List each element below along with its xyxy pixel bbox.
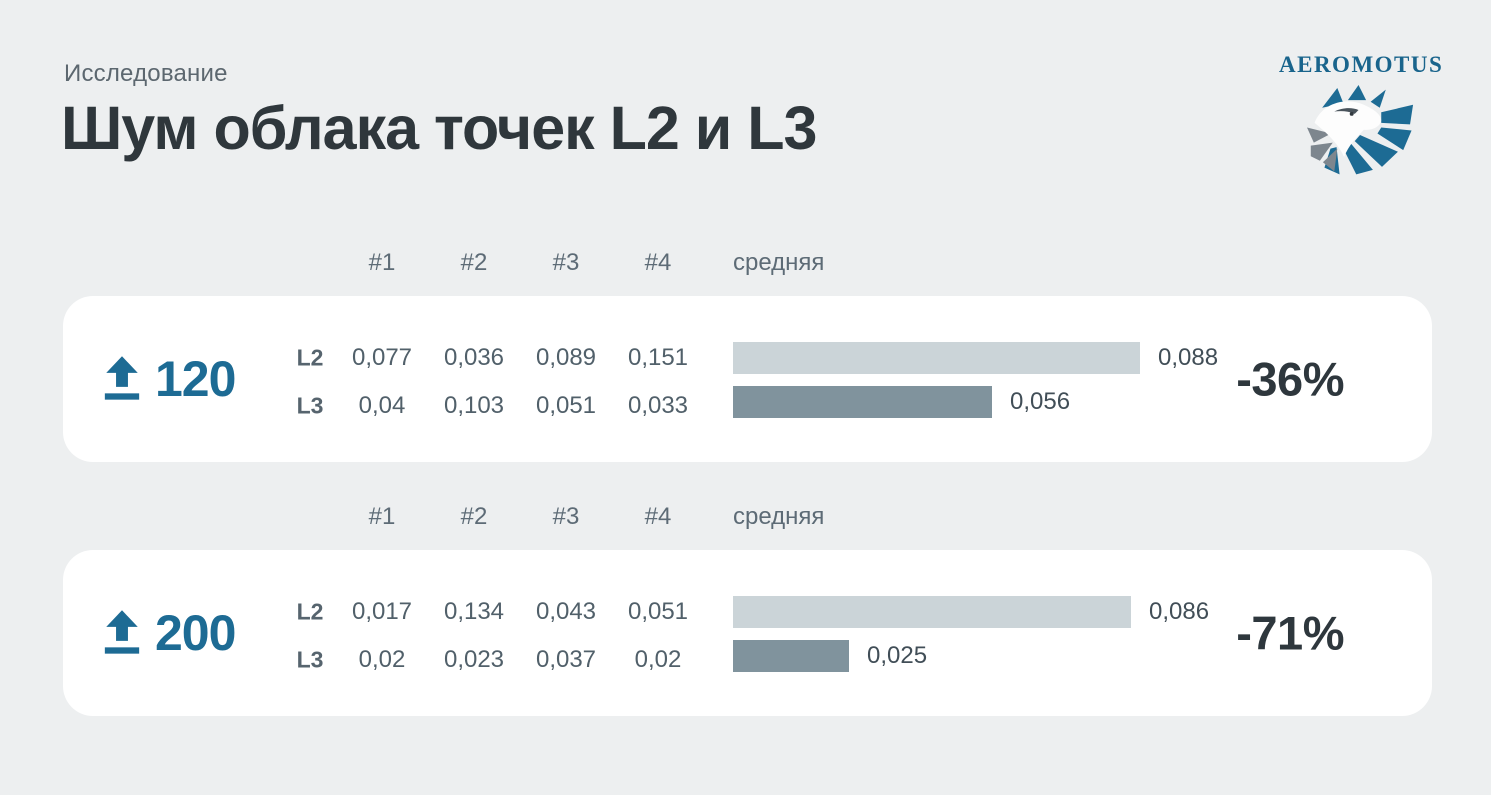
measurement-value: 0,051	[535, 392, 597, 419]
eagle-emblem-icon	[1307, 85, 1414, 175]
column-headers: #1 #2 #3 #4 средняя	[63, 249, 1432, 279]
average-bar-l3	[733, 386, 992, 418]
measurement-value: 0,043	[535, 598, 597, 625]
measurement-value: 0,103	[443, 392, 505, 419]
brand-logo: AEROMOTUS	[1279, 52, 1444, 187]
altitude-badge: 120	[101, 350, 236, 408]
data-card: 120 L2 0,077 0,036 0,089 0,151 0,088 L3 …	[63, 296, 1432, 462]
column-header: #2	[460, 503, 488, 530]
altitude-value: 200	[155, 605, 236, 661]
row-label-l2: L2	[296, 598, 324, 625]
altitude-value: 120	[155, 351, 236, 407]
delta-percent: -36%	[1236, 352, 1344, 406]
eyebrow-label: Исследование	[64, 60, 228, 87]
average-value-l3: 0,056	[1010, 388, 1071, 415]
column-header: #4	[644, 249, 672, 276]
average-value-l3: 0,025	[867, 642, 928, 669]
average-bar-l2	[733, 342, 1140, 374]
column-header: #3	[552, 249, 580, 276]
measurement-value: 0,037	[535, 646, 597, 673]
measurement-value: 0,051	[627, 598, 689, 625]
measurement-value: 0,151	[627, 344, 689, 371]
row-label-l3: L3	[296, 646, 324, 673]
measurement-value: 0,023	[443, 646, 505, 673]
measurement-value: 0,134	[443, 598, 505, 625]
column-header-average: средняя	[733, 503, 825, 530]
measurement-value: 0,04	[358, 392, 406, 419]
upload-arrow-icon	[104, 610, 140, 654]
column-header: #3	[552, 503, 580, 530]
measurement-value: 0,089	[535, 344, 597, 371]
average-bar-l3	[733, 640, 849, 672]
column-header-average: средняя	[733, 249, 825, 276]
average-value-l2: 0,086	[1149, 598, 1210, 625]
measurement-value: 0,077	[351, 344, 413, 371]
column-headers: #1 #2 #3 #4 средняя	[63, 503, 1432, 533]
page-title: Шум облака точек L2 и L3	[61, 94, 817, 162]
delta-percent: -71%	[1236, 606, 1344, 660]
row-label-l2: L2	[296, 344, 324, 371]
column-header: #2	[460, 249, 488, 276]
average-value-l2: 0,088	[1158, 344, 1219, 371]
average-bar-l2	[733, 596, 1131, 628]
measurement-value: 0,02	[358, 646, 406, 673]
measurement-block-200: #1 #2 #3 #4 средняя 200 L2 0,017 0,134 0…	[63, 499, 1432, 717]
row-label-l3: L3	[296, 392, 324, 419]
data-card: 200 L2 0,017 0,134 0,043 0,051 0,086 L3 …	[63, 550, 1432, 716]
measurement-block-120: #1 #2 #3 #4 средняя 120 L2 0,077 0,036 0…	[63, 245, 1432, 463]
altitude-badge: 200	[101, 604, 236, 662]
upload-arrow-icon	[104, 356, 140, 400]
measurement-value: 0,017	[351, 598, 413, 625]
brand-name: AEROMOTUS	[1279, 52, 1444, 77]
column-header: #4	[644, 503, 672, 530]
column-header: #1	[368, 249, 396, 276]
measurement-value: 0,036	[443, 344, 505, 371]
measurement-value: 0,033	[627, 392, 689, 419]
measurement-value: 0,02	[634, 646, 682, 673]
column-header: #1	[368, 503, 396, 530]
